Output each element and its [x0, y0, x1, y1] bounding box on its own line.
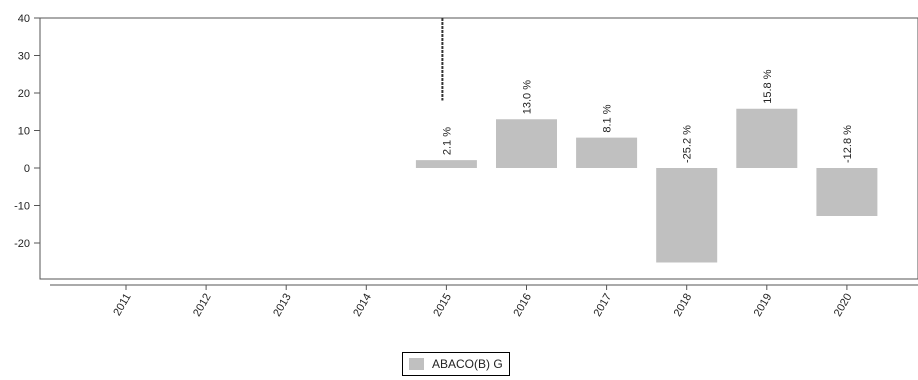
- bar-chart: 40 30 20 10 0 -10 -20 2011 2012 2013 2014 2015 2016…: [14, 13, 918, 319]
- y-tick-label: 40: [18, 13, 30, 25]
- y-tick-label: 0: [24, 163, 30, 175]
- y-axis: 40 30 20 10 0 -10 -20: [14, 13, 40, 250]
- data-label: 2.1 %: [441, 127, 453, 155]
- x-axis-ticks: 2011 2012 2013 2014 2015 2016 2017 2018 2019 2020: [111, 285, 854, 319]
- x-tick-label: 2017: [592, 292, 615, 319]
- data-label: 15.8 %: [762, 69, 774, 103]
- x-tick-label: 2011: [111, 292, 133, 318]
- data-label: 13.0 %: [522, 80, 534, 114]
- x-tick-label: 2012: [191, 292, 214, 319]
- bar-2016: [496, 119, 557, 168]
- y-tick-label: -10: [14, 201, 30, 213]
- bar-2018: [656, 168, 718, 263]
- y-tick-label: 30: [18, 51, 30, 63]
- data-label: 8.1 %: [602, 104, 614, 132]
- bar-series: [415, 108, 878, 263]
- x-tick-label: 2013: [271, 292, 294, 319]
- legend-swatch: [409, 358, 424, 370]
- x-tick-label: 2014: [351, 292, 374, 319]
- x-tick-label: 2016: [511, 292, 534, 319]
- bar-2017: [576, 137, 638, 168]
- x-tick-label: 2015: [431, 292, 454, 319]
- data-label: -25.2 %: [682, 125, 694, 163]
- legend: ABACO(B) G: [402, 352, 510, 376]
- x-tick-label: 2020: [832, 292, 855, 319]
- y-tick-label: 20: [18, 88, 30, 100]
- data-label: -12.8 %: [842, 125, 854, 163]
- bar-2020: [816, 168, 878, 216]
- legend-label: ABACO(B) G: [432, 357, 503, 371]
- x-tick-label: 2019: [752, 292, 775, 319]
- data-labels: 2.1 % 13.0 % 8.1 % -25.2 % 15.8 % -12.8 %: [441, 69, 854, 163]
- x-tick-label: 2018: [672, 292, 695, 319]
- marker-line: [441, 18, 444, 101]
- bar-2015: [415, 160, 477, 168]
- bar-2019: [736, 108, 798, 168]
- y-tick-label: 10: [18, 126, 30, 138]
- y-tick-label: -20: [14, 238, 30, 250]
